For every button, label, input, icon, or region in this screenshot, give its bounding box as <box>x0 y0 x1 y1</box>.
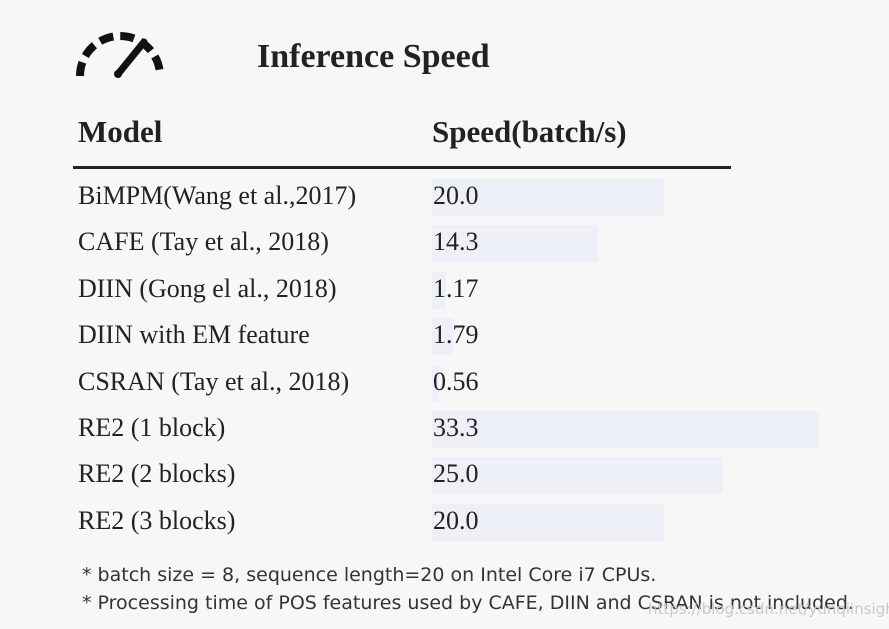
speed-value: 25.0 <box>433 459 479 489</box>
speed-bar <box>432 318 453 356</box>
speed-column-header: Speed(batch/s) <box>432 114 627 149</box>
watermark: https://blog.csdn.net/yunqiinsight <box>648 600 889 618</box>
speed-bar <box>432 411 819 448</box>
speed-value: 20.0 <box>433 505 479 535</box>
model-name: CSRAN (Tay et al., 2018) <box>78 366 350 396</box>
table-row: RE2 (2 blocks) 25.0 <box>0 452 889 498</box>
footnote-pos-features: * Processing time of POS features used b… <box>82 592 854 614</box>
table-row: DIIN (Gong el al., 2018) 1.17 <box>0 267 889 313</box>
speed-value: 14.3 <box>433 227 479 257</box>
speed-bar <box>432 503 664 541</box>
model-column-header: Model <box>78 114 163 149</box>
speed-bar <box>432 179 664 216</box>
table-row: DIIN with EM feature 1.79 <box>0 313 889 359</box>
model-name: BiMPM(Wang et al.,2017) <box>78 181 357 210</box>
table-row: BiMPM(Wang et al.,2017) 20.0 <box>0 174 889 220</box>
speed-bar <box>432 271 446 309</box>
header-divider <box>73 166 731 169</box>
table-row: CAFE (Tay et al., 2018) 14.3 <box>0 220 889 266</box>
speed-value: 1.79 <box>433 320 479 350</box>
speed-value: 1.17 <box>433 273 479 303</box>
model-name: RE2 (3 blocks) <box>78 505 236 535</box>
model-name: RE2 (2 blocks) <box>78 459 236 489</box>
speedometer-icon <box>76 32 164 78</box>
model-name: CAFE (Tay et al., 2018) <box>78 227 329 257</box>
footnote-batch-size: * batch size = 8, sequence length=20 on … <box>82 564 657 586</box>
table-row: CSRAN (Tay et al., 2018) 0.56 <box>0 360 889 406</box>
model-name: RE2 (1 block) <box>78 413 226 442</box>
speed-value: 33.3 <box>433 413 479 442</box>
table-row: RE2 (3 blocks) 20.0 <box>0 499 889 545</box>
page-title: Inference Speed <box>257 38 490 75</box>
model-name: DIIN with EM feature <box>78 320 310 350</box>
speed-bar <box>432 364 439 402</box>
table-row: RE2 (1 block) 33.3 <box>0 406 889 452</box>
model-name: DIIN (Gong el al., 2018) <box>78 273 337 303</box>
speed-value: 0.56 <box>433 366 479 396</box>
speed-bar <box>432 457 723 495</box>
speed-value: 20.0 <box>433 181 479 210</box>
speed-bar <box>432 225 598 263</box>
